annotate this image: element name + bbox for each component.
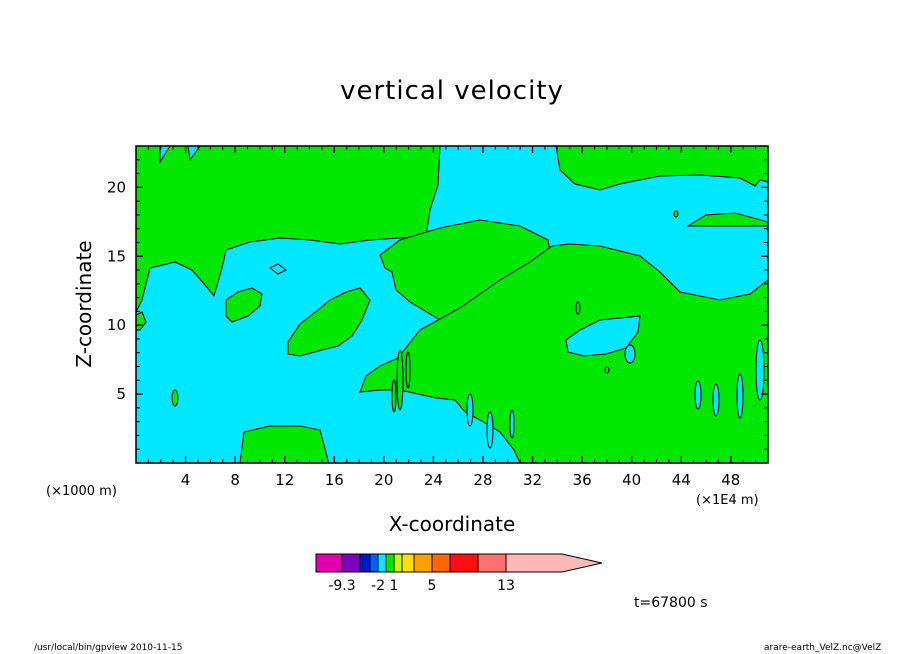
plot-frame bbox=[135, 145, 769, 464]
x-tick-label: 48 bbox=[721, 471, 740, 489]
x-tick-label: 4 bbox=[181, 471, 191, 489]
colorbar-cell bbox=[401, 553, 415, 573]
colorbar-cell bbox=[413, 553, 433, 573]
footer-left: /usr/local/bin/gpview 2010-11-15 bbox=[34, 643, 183, 653]
x-tick-label: 28 bbox=[473, 471, 492, 489]
colorbar-tick-label: -9.3 bbox=[328, 578, 355, 594]
x-axis-label: X-coordinate bbox=[388, 512, 516, 536]
colorbar-cell bbox=[341, 553, 361, 573]
colorbar-tick-label: 13 bbox=[497, 578, 515, 594]
x-scale-note: (×1E4 m) bbox=[696, 493, 759, 508]
colorbar-cell bbox=[449, 553, 479, 573]
colorbar-cell bbox=[477, 553, 507, 573]
positive-cells bbox=[171, 210, 679, 413]
plot-field bbox=[136, 146, 768, 463]
colorbar-cell bbox=[505, 553, 603, 573]
colorbar: -9.3 -2 1 5 13 bbox=[315, 553, 603, 594]
x-tick-label: 24 bbox=[424, 471, 443, 489]
colorbar-cell bbox=[377, 553, 387, 573]
colorbar-tick-label: -2 bbox=[371, 578, 385, 594]
x-tick-label: 16 bbox=[325, 471, 344, 489]
colorbar-cell bbox=[385, 553, 395, 573]
x-tick-label: 40 bbox=[622, 471, 641, 489]
positive-regions bbox=[136, 146, 768, 463]
x-tick-label: 32 bbox=[523, 471, 542, 489]
colorbar-cell bbox=[315, 553, 343, 573]
y-tick-label: 15 bbox=[107, 247, 126, 265]
x-tick-label: 12 bbox=[275, 471, 294, 489]
x-tick-label: 36 bbox=[573, 471, 592, 489]
colorbar-tick-label: 5 bbox=[428, 578, 437, 594]
colorbar-tick-label: 1 bbox=[390, 578, 399, 594]
x-axis: 4 8 12 16 20 24 28 32 36 40 44 48 bbox=[147, 146, 757, 489]
y-tick-label: 5 bbox=[116, 385, 126, 403]
y-tick-label: 20 bbox=[107, 178, 126, 196]
chart-title: vertical velocity bbox=[340, 76, 564, 106]
y-tick-label: 10 bbox=[107, 316, 126, 334]
negative-cells bbox=[269, 263, 765, 449]
y-axis: 5 10 15 20 bbox=[107, 159, 768, 450]
colorbar-cell bbox=[369, 553, 379, 573]
colorbar-cell bbox=[359, 553, 371, 573]
footer-right: arare-earth_VelZ.nc@VelZ bbox=[764, 643, 882, 653]
colorbar-cell bbox=[431, 553, 451, 573]
time-label: t=67800 s bbox=[634, 595, 708, 611]
colorbar-cell bbox=[393, 553, 403, 573]
x-tick-label: 20 bbox=[374, 471, 393, 489]
x-unit-note: (×1000 m) bbox=[46, 484, 117, 499]
x-tick-label: 8 bbox=[230, 471, 240, 489]
x-tick-label: 44 bbox=[672, 471, 691, 489]
